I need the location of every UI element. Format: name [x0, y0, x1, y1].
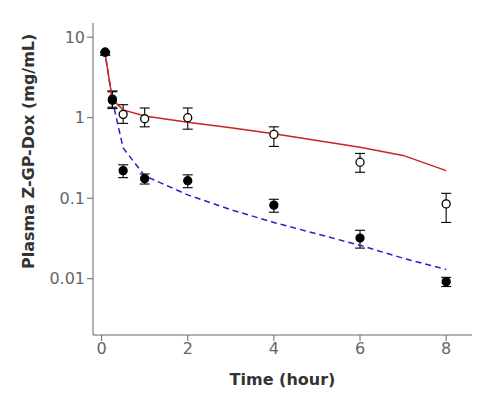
svg-text:6: 6: [355, 339, 365, 358]
svg-text:0.01: 0.01: [49, 269, 85, 288]
svg-text:1: 1: [75, 108, 85, 127]
svg-text:4: 4: [269, 339, 279, 358]
svg-text:Time (hour): Time (hour): [230, 370, 336, 389]
svg-text:0: 0: [97, 339, 107, 358]
svg-text:0.1: 0.1: [60, 189, 85, 208]
svg-text:Plasma Z-GP-Dox (mg/mL): Plasma Z-GP-Dox (mg/mL): [19, 34, 38, 269]
svg-text:10: 10: [65, 28, 85, 47]
svg-text:2: 2: [183, 339, 193, 358]
svg-text:8: 8: [441, 339, 451, 358]
